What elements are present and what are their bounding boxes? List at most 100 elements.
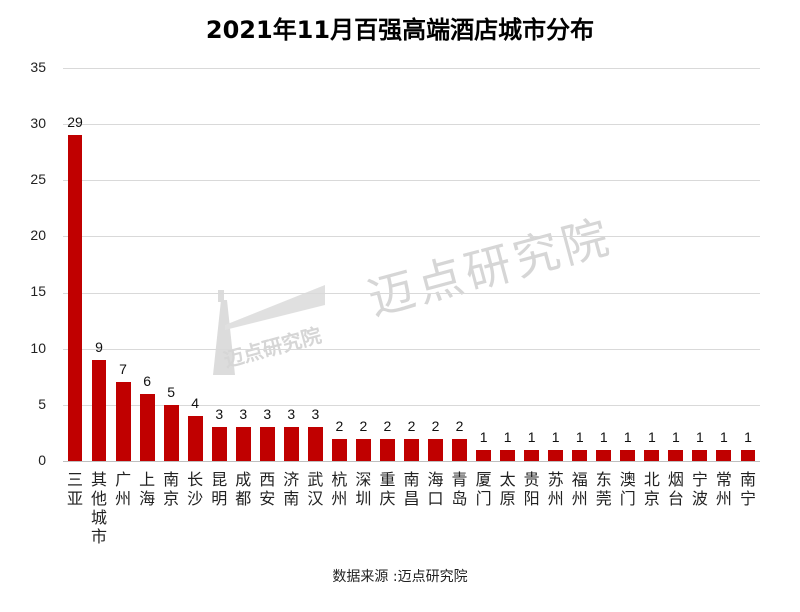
gridline [63,180,760,181]
bar [596,449,612,461]
value-label: 1 [599,428,608,445]
category-label: 南京 [163,470,180,508]
value-label: 6 [143,372,151,389]
value-label: 1 [551,428,560,445]
value-label: 1 [744,428,752,445]
value-label: 1 [671,428,680,445]
plot-area: 29 9 7 6 5 4 3 3 3 3 3 2 2 2 2 2 2 1 1 1 1 1 1 1 1 1 1 1 1 [63,68,760,462]
category-label: 福州 [571,470,588,508]
bar [500,449,516,461]
value-label: 2 [455,417,464,434]
y-tick: 30 [30,115,46,131]
value-label: 1 [696,428,704,445]
gridline [63,293,760,294]
value-label: 1 [647,428,656,445]
bar [91,359,107,461]
value-label: 1 [623,428,632,445]
watermark-logo-icon [213,285,325,375]
category-label: 深圳 [355,470,372,508]
category-label: 济南 [283,470,300,508]
category-label: 常州 [715,470,732,508]
x-axis-line [63,461,760,462]
gridline [63,68,760,69]
category-label: 海口 [427,470,444,508]
value-label: 4 [191,395,200,412]
bar [740,449,756,461]
category-label: 青岛 [451,470,468,508]
category-label: 东莞 [595,470,612,508]
category-label: 澳门 [619,470,636,508]
category-label: 三亚 [67,470,84,508]
bar [548,449,564,461]
y-tick: 20 [30,227,46,243]
y-tick: 15 [30,283,46,299]
bar [524,449,540,461]
category-label: 昆明 [211,470,228,508]
bar [476,449,492,461]
value-label: 3 [263,406,272,423]
value-label: 2 [431,417,440,434]
gridline [63,236,760,237]
category-label: 杭州 [331,470,348,508]
bar [404,438,419,461]
gridline [63,405,760,406]
data-source: 数据来源 :迈点研究院 [332,569,468,585]
category-label: 其他城市 [91,470,108,546]
bar [67,135,83,461]
value-label: 2 [335,417,344,434]
category-label: 宁波 [691,470,708,508]
category-label: 苏州 [547,470,564,508]
category-label: 太原 [499,470,516,508]
bar [644,449,660,461]
bar [307,427,323,461]
gridline [63,124,760,125]
category-label: 武汉 [307,470,324,508]
y-tick: 10 [30,340,46,356]
value-label: 9 [95,338,103,355]
bar [331,438,347,461]
value-label: 29 [67,114,83,131]
value-label: 3 [239,406,248,423]
value-label: 3 [215,406,224,423]
gridline [63,349,760,350]
value-label: 1 [575,428,584,445]
value-label: 1 [527,428,536,445]
category-label: 西安 [259,470,276,508]
value-label: 5 [167,383,176,400]
value-label: 1 [503,428,512,445]
value-label: 7 [119,361,127,378]
category-label: 长沙 [187,470,204,508]
category-label: 南昌 [403,470,420,508]
bar [163,404,179,461]
value-label: 2 [407,417,416,434]
y-tick: 0 [38,452,46,468]
value-label: 1 [479,428,488,445]
bar [211,427,227,461]
bar [259,427,275,461]
category-label: 北京 [643,470,660,508]
category-label: 成都 [235,470,252,508]
bar [187,416,203,461]
category-label: 上海 [139,470,156,508]
value-label: 1 [720,428,728,445]
value-label: 3 [311,406,320,423]
bar [620,449,636,461]
bar [355,438,371,461]
value-label: 3 [287,406,296,423]
bar [235,427,251,461]
category-label: 厦门 [475,470,492,508]
category-label: 南宁 [739,470,756,508]
bar [692,449,708,461]
bar [716,449,732,461]
category-label: 烟台 [667,470,684,508]
bar [452,438,467,461]
bar [115,382,131,461]
category-label: 贵阳 [523,470,540,508]
value-label: 2 [359,417,368,434]
y-tick: 5 [38,396,46,412]
bar [428,438,443,461]
chart-title: 2021年11月百强高端酒店城市分布 [205,16,595,44]
bar [572,449,588,461]
category-label: 广州 [115,470,132,508]
bar [668,449,684,461]
